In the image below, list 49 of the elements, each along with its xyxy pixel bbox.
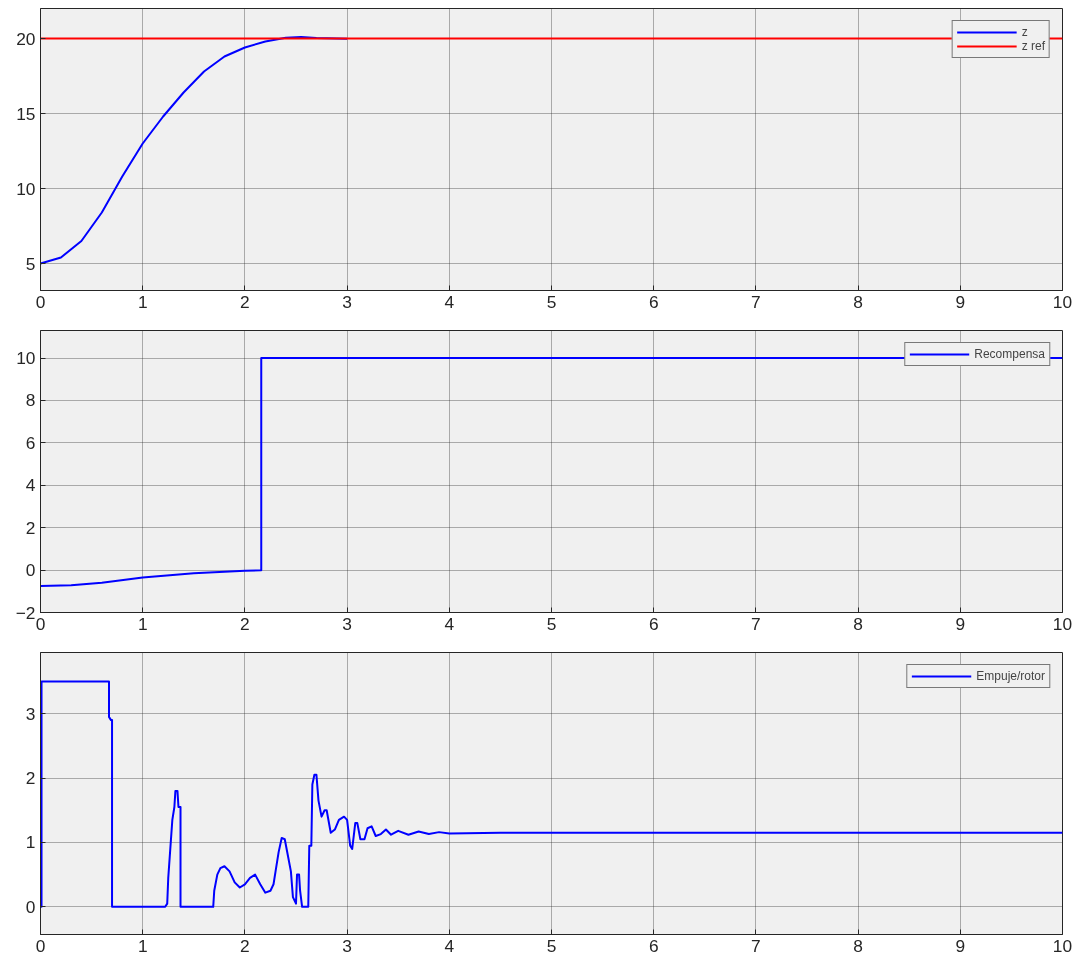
x-tick-label: 2 (240, 935, 250, 956)
legend-label: Empuje/rotor (976, 669, 1045, 683)
x-tick-label: 10 (1052, 935, 1073, 956)
y-tick-label: 1 (25, 832, 36, 853)
x-tick-label: 8 (853, 291, 863, 312)
y-tick-label: 0 (25, 896, 36, 917)
legend-label: Recompensa (974, 347, 1045, 361)
y-tick-label: 6 (25, 432, 36, 453)
x-tick-label: 6 (648, 935, 659, 956)
x-tick-label: 7 (751, 935, 761, 956)
x-tick-label: 5 (546, 291, 557, 312)
x-tick-label: 2 (240, 613, 250, 634)
x-tick-label: 1 (137, 935, 148, 956)
y-tick-label: 2 (25, 768, 36, 789)
x-tick-label: 8 (853, 613, 863, 634)
x-tick-label: 4 (444, 613, 455, 634)
x-tick-label: 6 (648, 291, 659, 312)
y-tick-label: 3 (25, 703, 36, 724)
x-tick-label: 3 (342, 935, 352, 956)
x-tick-label: 7 (751, 291, 761, 312)
y-tick-label: 2 (25, 517, 36, 538)
x-tick-label: 1 (137, 613, 148, 634)
y-tick-label: 10 (16, 178, 36, 199)
x-tick-label: 6 (648, 613, 659, 634)
y-tick-label: −2 (15, 602, 36, 623)
x-tick-label: 9 (955, 935, 966, 956)
x-tick-label: 9 (955, 291, 966, 312)
x-tick-label: 1 (137, 291, 148, 312)
legend-label: z (1021, 25, 1029, 39)
x-tick-label: 5 (546, 613, 557, 634)
y-tick-label: 15 (16, 103, 36, 124)
x-tick-label: 7 (751, 613, 761, 634)
y-tick-label: 10 (16, 348, 36, 369)
y-tick-label: 20 (16, 28, 36, 49)
x-tick-label: 8 (853, 935, 863, 956)
legend-label: z ref (1021, 39, 1045, 53)
x-tick-label: 5 (546, 935, 557, 956)
y-tick-label: 0 (25, 560, 36, 581)
y-tick-label: 5 (25, 253, 36, 274)
y-tick-label: 4 (25, 475, 36, 496)
x-tick-label: 10 (1052, 613, 1073, 634)
x-tick-label: 10 (1052, 291, 1073, 312)
x-tick-label: 3 (342, 613, 352, 634)
x-tick-label: 3 (342, 291, 352, 312)
y-tick-label: 8 (25, 390, 36, 411)
x-tick-label: 4 (444, 291, 455, 312)
x-tick-label: 9 (955, 613, 966, 634)
x-tick-label: 2 (240, 291, 250, 312)
x-tick-label: 4 (444, 935, 455, 956)
